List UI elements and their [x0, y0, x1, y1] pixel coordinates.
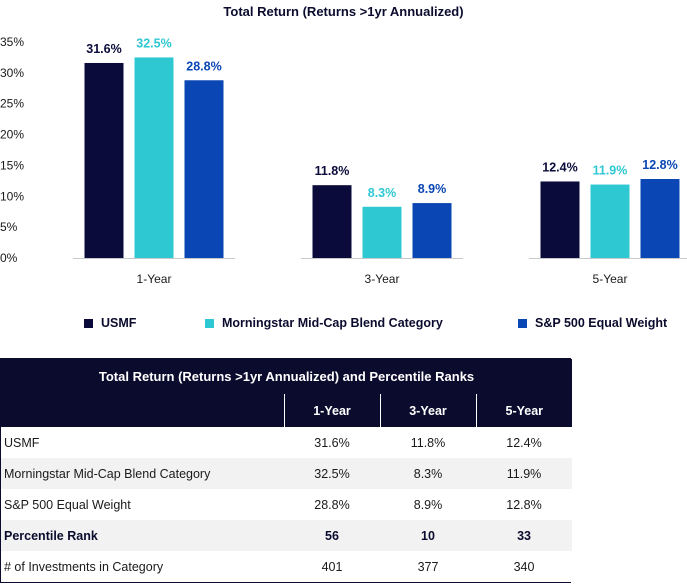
y-tick-label: 10%: [0, 189, 24, 203]
bar: [134, 57, 174, 258]
x-tick-label: 3-Year: [365, 272, 400, 286]
legend-item-usmf: USMF: [84, 316, 136, 330]
y-tick-label: 20%: [0, 128, 24, 142]
bar-value-label: 11.8%: [315, 164, 350, 178]
table-row: S&P 500 Equal Weight 28.8% 8.9% 12.8%: [1, 489, 573, 520]
chart-legend: USMF Morningstar Mid-Cap Blend Category …: [0, 316, 687, 334]
table-row: USMF 31.6% 11.8% 12.4%: [1, 427, 573, 458]
table-row-percentile-rank: Percentile Rank 56 10 33: [1, 520, 573, 551]
table-cell: 401: [284, 551, 380, 582]
bar-value-label: 31.6%: [86, 42, 121, 56]
bar-value-label: 28.8%: [186, 59, 221, 73]
bar-value-label: 32.5%: [136, 36, 171, 50]
bar: [412, 203, 452, 258]
row-label: USMF: [1, 427, 284, 458]
table-header-3y: 3-Year: [379, 394, 476, 427]
table-cell: 12.4%: [476, 427, 573, 458]
bar: [84, 62, 124, 259]
table-cell: 8.9%: [380, 489, 476, 520]
table-header-1y: 1-Year: [283, 394, 380, 427]
bar-chart: 0% 5% 10% 15% 20% 25% 30% 35% 31.6% 32.5% 28.8% 1-Y…: [0, 35, 687, 286]
table-cell: 377: [380, 551, 476, 582]
bar-value-label: 11.9%: [593, 164, 628, 178]
table-cell: 11.8%: [380, 427, 476, 458]
table-cell: 32.5%: [284, 458, 380, 489]
returns-table: Total Return (Returns >1yr Annualized) a…: [0, 358, 573, 583]
returns-table-grid: Total Return (Returns >1yr Annualized) a…: [1, 359, 573, 582]
row-label: S&P 500 Equal Weight: [1, 489, 284, 520]
bar: [362, 206, 402, 258]
x-tick-label: 5-Year: [593, 272, 628, 286]
y-tick-label: 5%: [0, 220, 18, 234]
x-tick-label: 1-Year: [137, 272, 172, 286]
legend-item-category: Morningstar Mid-Cap Blend Category: [205, 316, 443, 330]
legend-swatch-category: [205, 318, 214, 328]
table-cell: 11.9%: [476, 458, 573, 489]
legend-swatch-usmf: [84, 318, 93, 328]
table-row: # of Investments in Category 401 377 340: [1, 551, 573, 582]
legend-swatch-sp500: [518, 318, 527, 328]
bar: [640, 179, 680, 258]
table-cell: 28.8%: [284, 489, 380, 520]
y-tick-label: 0%: [0, 251, 18, 265]
bar-value-label: 8.3%: [368, 186, 397, 200]
bar: [590, 184, 630, 258]
legend-label: USMF: [101, 316, 137, 330]
table-row: Morningstar Mid-Cap Blend Category 32.5%…: [1, 458, 573, 489]
table-cell: 8.3%: [380, 458, 476, 489]
table-cell: 340: [476, 551, 573, 582]
table-title: Total Return (Returns >1yr Annualized) a…: [1, 359, 573, 394]
row-label: Percentile Rank: [1, 520, 284, 551]
bar: [540, 181, 580, 258]
table-cell: 56: [284, 520, 380, 551]
table-header-blank: [1, 394, 284, 427]
table-cell: 31.6%: [284, 427, 380, 458]
table-cell: 12.8%: [476, 489, 573, 520]
bar-value-label: 12.8%: [642, 158, 677, 172]
y-tick-label: 25%: [0, 97, 24, 111]
legend-label: S&P 500 Equal Weight: [535, 316, 668, 330]
bar: [184, 80, 224, 259]
row-label: Morningstar Mid-Cap Blend Category: [1, 458, 284, 489]
y-tick-label: 35%: [0, 35, 24, 49]
table-header-5y: 5-Year: [475, 394, 573, 427]
bar: [312, 185, 352, 258]
legend-label: Morningstar Mid-Cap Blend Category: [222, 316, 443, 330]
row-label: # of Investments in Category: [1, 551, 284, 582]
chart-title: Total Return (Returns >1yr Annualized): [223, 4, 464, 19]
y-tick-label: 15%: [0, 158, 24, 172]
bar-value-label: 12.4%: [542, 160, 577, 174]
y-tick-label: 30%: [0, 66, 24, 80]
table-cell: 33: [476, 520, 573, 551]
legend-item-sp500: S&P 500 Equal Weight: [518, 316, 667, 330]
table-cell: 10: [380, 520, 476, 551]
bar-value-label: 8.9%: [418, 182, 447, 196]
